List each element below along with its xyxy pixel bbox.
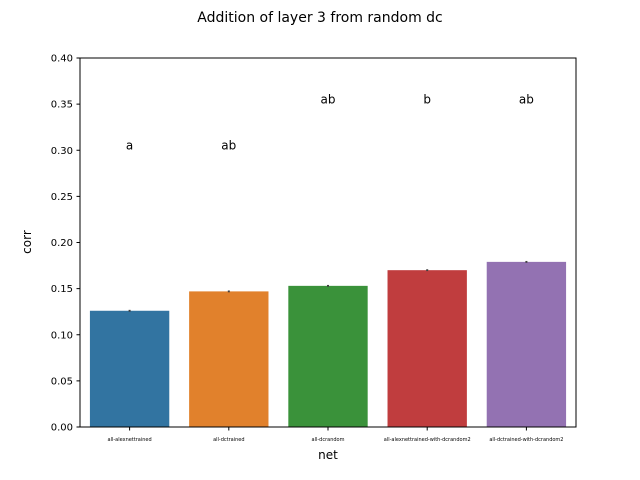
errorbars-group [128, 260, 528, 312]
bar-1 [189, 291, 269, 427]
annotation-1: ab [221, 139, 236, 153]
y-tick-label-1: 0.05 [51, 376, 73, 387]
y-axis: 0.00 0.05 0.10 0.15 0.20 0.25 0.30 0.35 0.40 [51, 54, 80, 434]
x-axis-label: net [318, 448, 338, 462]
y-axis-label: corr [20, 230, 34, 254]
x-axis: all-alexnettrained all-dctrained all-dcran… [108, 427, 563, 443]
y-tick-label-5: 0.25 [51, 192, 73, 203]
y-tick-label-6: 0.30 [51, 146, 73, 157]
annotation-4: ab [519, 93, 534, 107]
bar-4 [486, 261, 567, 427]
x-tick-label-3: all-alexnettrained-with-dcrandom2 [384, 437, 471, 443]
annotation-2: ab [321, 93, 336, 107]
y-tick-label-3: 0.15 [51, 284, 73, 295]
annotations-group: a ab ab b ab [126, 93, 534, 153]
y-tick-label-8: 0.40 [51, 54, 73, 65]
x-tick-label-4: all-dctrained-with-dcrandom2 [489, 437, 563, 443]
bar-0 [89, 310, 170, 427]
y-tick-label-7: 0.35 [51, 100, 73, 111]
bars-group [89, 261, 567, 427]
annotation-0: a [126, 139, 133, 153]
annotation-3: b [423, 93, 431, 107]
y-tick-label-4: 0.20 [51, 238, 73, 249]
x-tick-label-0: all-alexnettrained [108, 437, 152, 443]
x-tick-label-1: all-dctrained [213, 437, 244, 443]
bar-2 [288, 285, 368, 427]
y-tick-label-0: 0.00 [51, 423, 73, 434]
plot-frame [79, 57, 577, 428]
bar-3 [387, 270, 467, 427]
chart-title: Addition of layer 3 from random dc [197, 10, 443, 26]
x-tick-label-2: all-dcrandom [312, 437, 345, 443]
y-tick-label-2: 0.10 [51, 330, 73, 341]
